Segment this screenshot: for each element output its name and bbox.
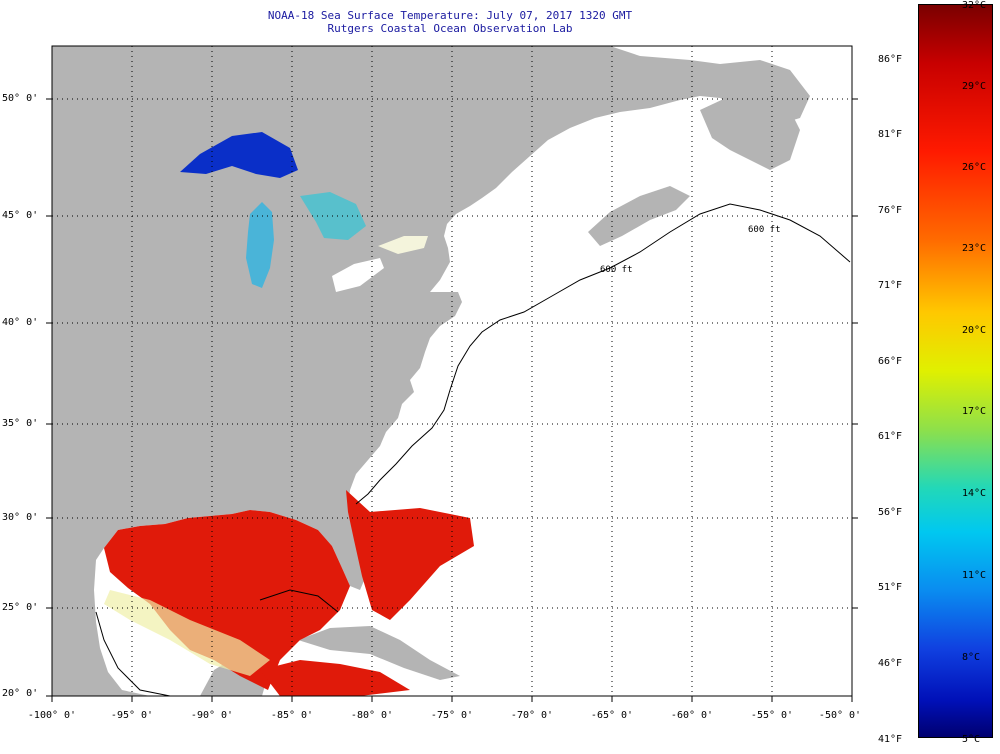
- temperature-colorbar: [918, 4, 993, 738]
- lat-label: 35° 0': [2, 418, 39, 429]
- isobath-line-gulf: [95, 611, 171, 697]
- lat-label: 30° 0': [2, 512, 39, 523]
- lat-label: 20° 0': [2, 688, 39, 699]
- colorbar-f-label: 71°F: [878, 280, 903, 291]
- lon-label: -85° 0': [270, 710, 314, 721]
- colorbar-c-label: 20°C: [962, 325, 987, 336]
- lon-label: -90° 0': [190, 710, 234, 721]
- lon-label: -95° 0': [110, 710, 154, 721]
- lat-label: 50° 0': [2, 93, 39, 104]
- colorbar-f-label: 51°F: [878, 582, 903, 593]
- isobath-label-2: 600 ft: [748, 225, 781, 235]
- isobath-label: 600 ft: [600, 265, 633, 275]
- colorbar-c-label: 17°C: [962, 406, 987, 417]
- colorbar-f-label: 41°F: [878, 734, 903, 745]
- isobath-line: [355, 203, 851, 505]
- colorbar-f-label: 66°F: [878, 356, 903, 367]
- land-cuba: [298, 626, 460, 680]
- colorbar-c-label: 26°C: [962, 162, 987, 173]
- land-north-america: [52, 46, 810, 696]
- atlantic-sst-warm: [346, 490, 474, 620]
- colorbar-f-label: 61°F: [878, 431, 903, 442]
- land-newfoundland: [700, 96, 800, 170]
- colorbar-f-label: 81°F: [878, 129, 903, 140]
- colorbar-c-label: 11°C: [962, 570, 987, 581]
- lake-michigan: [246, 202, 274, 288]
- isobath-line-florida: [259, 589, 339, 613]
- colorbar-c-label: 14°C: [962, 488, 987, 499]
- map-title: NOAA-18 Sea Surface Temperature: July 07…: [267, 9, 633, 22]
- colorbar-c-label: 29°C: [962, 81, 987, 92]
- lon-label: -100° 0': [27, 710, 77, 721]
- lon-label: -50° 0': [818, 710, 862, 721]
- lat-label: 25° 0': [2, 602, 39, 613]
- lon-label: -60° 0': [670, 710, 714, 721]
- lat-label: 45° 0': [2, 210, 39, 221]
- lon-label: -75° 0': [430, 710, 474, 721]
- colorbar-c-label: 23°C: [962, 243, 987, 254]
- lon-label: -65° 0': [590, 710, 634, 721]
- gulf-sst-warm: [104, 510, 350, 690]
- colorbar-c-label: 32°C: [962, 0, 987, 11]
- colorbar-f-label: 86°F: [878, 54, 903, 65]
- lake-superior: [180, 132, 298, 178]
- lon-label: -70° 0': [510, 710, 554, 721]
- gulf-sst-cool-patch: [104, 590, 270, 676]
- colorbar-f-label: 76°F: [878, 205, 903, 216]
- colorbar-f-label: 56°F: [878, 507, 903, 518]
- colorbar-c-label: 8°C: [962, 652, 981, 663]
- colorbar-f-label: 46°F: [878, 658, 903, 669]
- axis-ticks: [46, 98, 858, 702]
- lake-ontario: [378, 236, 428, 254]
- land-nova-scotia: [588, 186, 690, 246]
- lat-label: 40° 0': [2, 317, 39, 328]
- lon-label: -80° 0': [350, 710, 394, 721]
- lake-erie: [332, 258, 384, 292]
- map-subtitle: Rutgers Coastal Ocean Observation Lab: [327, 22, 573, 35]
- colorbar-c-label: 5°C: [962, 734, 981, 745]
- lon-label: -55° 0': [750, 710, 794, 721]
